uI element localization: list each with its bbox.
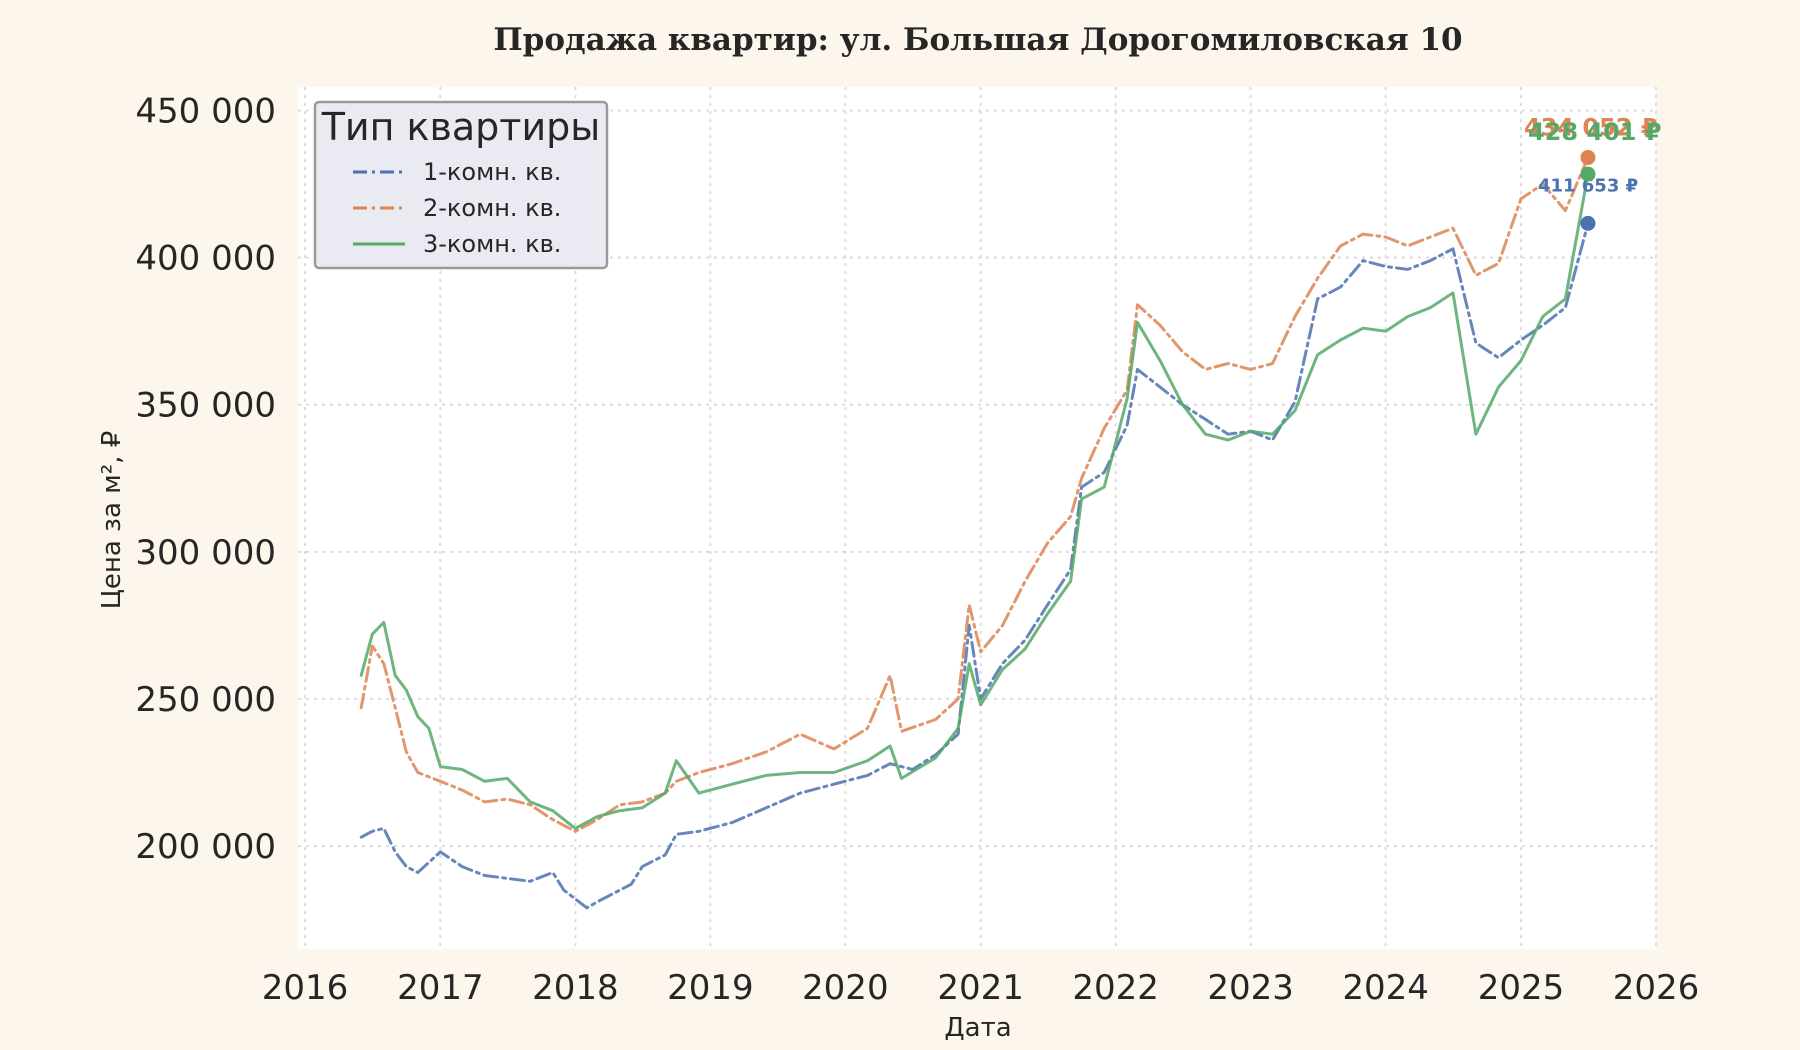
end-value-label-1: 411 653 ₽ bbox=[1538, 175, 1638, 196]
y-tick-label: 200 000 bbox=[135, 827, 276, 867]
end-value-label-2: 434 052 ₽ bbox=[1524, 113, 1658, 141]
legend-label-2: 2-комн. кв. bbox=[423, 194, 561, 222]
chart-title: Продажа квартир: ул. Большая Дорогомилов… bbox=[493, 22, 1462, 58]
y-axis-label: Цена за м², ₽ bbox=[97, 431, 127, 610]
end-marker-3 bbox=[1580, 166, 1596, 182]
y-axis-ticks: 200 000 250 000 300 000 350 000 400 000 450 0… bbox=[135, 92, 276, 867]
end-marker-2 bbox=[1580, 149, 1596, 165]
legend-box bbox=[313, 100, 609, 270]
legend-items: 1-комн. кв. 2-комн. кв. 3-комн. кв. bbox=[353, 158, 561, 258]
x-tick-label: 2020 bbox=[802, 968, 889, 1008]
end-value-label-3: 428 401 ₽ bbox=[1528, 118, 1662, 146]
series-line-2 bbox=[359, 156, 1590, 833]
x-tick-label: 2023 bbox=[1207, 968, 1294, 1008]
x-tick-label: 2026 bbox=[1613, 968, 1700, 1008]
legend-title: Тип квартиры bbox=[321, 105, 601, 149]
x-tick-label: 2017 bbox=[397, 968, 484, 1008]
series-line-1 bbox=[359, 221, 1590, 910]
x-tick-label: 2025 bbox=[1478, 968, 1565, 1008]
x-tick-label: 2019 bbox=[667, 968, 754, 1008]
y-tick-label: 450 000 bbox=[135, 92, 276, 132]
x-axis-label: Дата bbox=[944, 1013, 1011, 1043]
legend-label-1: 1-комн. кв. bbox=[423, 158, 561, 186]
y-tick-label: 250 000 bbox=[135, 680, 276, 720]
end-marker-1 bbox=[1580, 215, 1596, 231]
end-markers: 411 653 ₽ 434 052 ₽428 401 ₽ bbox=[1524, 113, 1662, 231]
legend-label-3: 3-комн. кв. bbox=[423, 230, 561, 258]
x-tick-label: 2022 bbox=[1072, 968, 1159, 1008]
legend: Тип квартиры 1-комн. кв. 2-комн. кв. 3-ком… bbox=[313, 100, 609, 270]
y-tick-label: 400 000 bbox=[135, 239, 276, 279]
y-tick-label: 300 000 bbox=[135, 533, 276, 573]
x-tick-label: 2021 bbox=[937, 968, 1024, 1008]
x-axis-ticks: 2016 2017 2018 2019 2020 2021 2022 2023 2024 2025… bbox=[262, 968, 1700, 1008]
series-lines bbox=[359, 156, 1590, 910]
x-tick-label: 2016 bbox=[262, 968, 349, 1008]
x-tick-label: 2018 bbox=[532, 968, 619, 1008]
x-tick-label: 2024 bbox=[1342, 968, 1429, 1008]
y-tick-label: 350 000 bbox=[135, 386, 276, 426]
series-line-3 bbox=[359, 172, 1590, 830]
